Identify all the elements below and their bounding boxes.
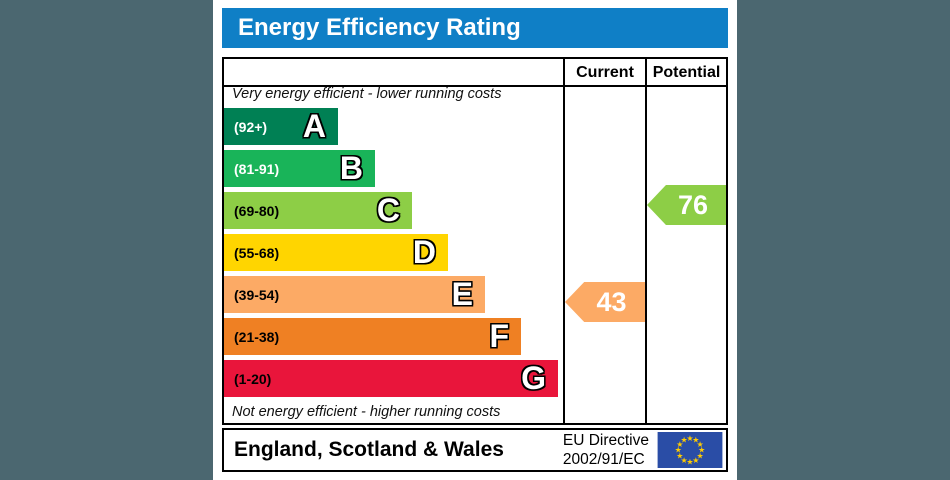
svg-text:★: ★ [686,434,693,443]
potential-column-header: Potential [652,64,721,81]
svg-text:★: ★ [681,456,688,465]
band-letter: C [376,192,400,228]
band-letter: E [451,276,473,312]
svg-text:★: ★ [686,457,693,466]
header-divider [224,85,726,87]
band-range-label: (55-68) [234,244,280,261]
band-letter: B [339,150,363,186]
rating-band-f: (21-38) F [224,318,521,355]
current-rating-value: 43 [596,287,627,317]
rating-band-d: (55-68) D [224,234,448,271]
band-letter: G [521,360,546,396]
svg-text:★: ★ [697,452,704,461]
band-range-label: (1-20) [234,370,272,387]
band-letter: D [412,234,436,270]
rating-band-e: (39-54) E [224,276,485,313]
rating-band-g: (1-20) G [224,360,558,397]
potential-column-divider [645,59,647,423]
region-label: England, Scotland & Wales [234,438,504,461]
svg-text:★: ★ [681,436,688,445]
svg-text:★: ★ [676,452,683,461]
svg-text:★: ★ [697,440,704,449]
bottom-note: Not energy efficient - higher running co… [232,404,501,420]
eu-directive-line2: 2002/91/EC [562,451,645,468]
band-letter: F [489,318,509,354]
rating-table: Current Potential Very energy efficient … [222,57,728,425]
potential-rating-arrow: 76 [647,185,726,225]
eu-directive-label: EU Directive 2002/91/EC [563,431,649,469]
svg-text:★: ★ [692,456,699,465]
svg-text:★: ★ [675,446,682,455]
svg-text:★: ★ [676,440,683,449]
eu-flag-icon: ★ ★ ★ ★ ★ ★ ★ ★ ★ ★ ★ ★ [657,432,723,468]
current-column-header: Current [576,64,634,81]
band-range-label: (69-80) [234,202,280,219]
top-note: Very energy efficient - lower running co… [232,86,502,102]
rating-band-a: (92+) A [224,108,338,145]
current-rating-arrow: 43 [565,282,645,322]
svg-text:★: ★ [698,446,705,455]
band-letter: A [302,108,326,144]
rating-band-c: (69-80) C [224,192,412,229]
potential-rating-value: 76 [677,190,709,220]
page-title: Energy Efficiency Rating [238,14,521,41]
band-range-label: (92+) [234,118,268,135]
band-range-label: (21-38) [234,328,280,345]
rating-band-b: (81-91) B [224,150,375,187]
footer-bar: England, Scotland & Wales EU Directive 2… [222,428,728,472]
svg-text:★: ★ [692,436,699,445]
eu-directive-line1: EU Directive [562,432,649,449]
band-range-label: (39-54) [234,286,280,303]
band-range-label: (81-91) [234,160,280,177]
current-column-divider [563,59,565,423]
title-bar: Energy Efficiency Rating [222,8,728,48]
